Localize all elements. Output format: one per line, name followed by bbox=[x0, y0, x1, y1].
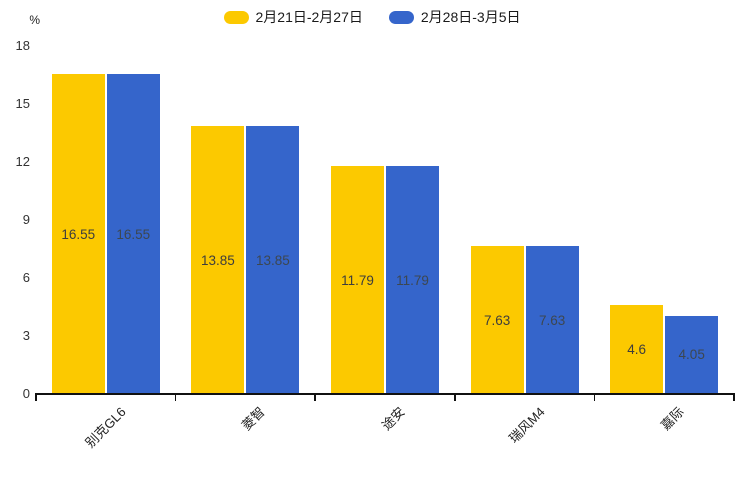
legend: 2月21日-2月27日 2月28日-3月5日 bbox=[0, 6, 744, 28]
bar-value-label: 11.79 bbox=[341, 272, 374, 288]
bar-value-label: 13.85 bbox=[255, 252, 290, 268]
x-axis-category-label: 嘉际 bbox=[657, 404, 687, 434]
y-axis-tick-label: 18 bbox=[15, 38, 30, 53]
y-axis-tick-label: 0 bbox=[22, 386, 30, 401]
y-axis-tick-label: 3 bbox=[22, 328, 30, 343]
bar-value-label: 16.55 bbox=[61, 226, 96, 242]
legend-swatch-yellow-icon bbox=[223, 10, 249, 24]
bar-week1-别克GL6[interactable]: 16.55 bbox=[51, 74, 105, 394]
bar-week2-菱智[interactable]: 13.85 bbox=[246, 126, 300, 394]
bar-value-label: 7.63 bbox=[538, 312, 566, 328]
bar-week1-瑞风M4[interactable]: 7.63 bbox=[470, 246, 524, 394]
legend-label-week1: 2月21日-2月27日 bbox=[255, 9, 363, 25]
x-axis-category-label: 瑞风M4 bbox=[505, 404, 548, 446]
x-axis-tick bbox=[593, 393, 596, 401]
legend-label-week2: 2月28日-3月5日 bbox=[420, 9, 521, 25]
bar-week1-途安[interactable]: 11.79 bbox=[331, 166, 384, 394]
bar-week2-瑞风M4[interactable]: 7.63 bbox=[525, 246, 579, 394]
x-axis-line bbox=[36, 393, 734, 395]
x-axis-tick bbox=[314, 393, 316, 401]
y-axis-tick-label: 9 bbox=[22, 212, 30, 227]
legend-item-week2[interactable]: 2月28日-3月5日 bbox=[388, 7, 521, 27]
bar-value-label: 16.55 bbox=[116, 226, 151, 242]
bar-value-label: 7.63 bbox=[483, 312, 511, 328]
legend-item-week1[interactable]: 2月21日-2月27日 bbox=[223, 7, 363, 27]
legend-swatch-blue-icon bbox=[388, 10, 414, 24]
x-axis-tick bbox=[454, 393, 456, 401]
bar-week1-菱智[interactable]: 13.85 bbox=[191, 126, 245, 394]
y-axis-tick-label: 6 bbox=[22, 270, 30, 285]
bar-week2-别克GL6[interactable]: 16.55 bbox=[106, 74, 160, 394]
x-axis-tick bbox=[174, 393, 177, 401]
bar-week1-嘉际[interactable]: 4.6 bbox=[610, 305, 664, 394]
bar-value-label: 11.79 bbox=[396, 272, 429, 288]
x-axis-category-label: 别克GL6 bbox=[82, 404, 129, 451]
x-axis-tick bbox=[733, 393, 735, 401]
x-axis-tick bbox=[35, 393, 37, 401]
y-axis-tick-label: 12 bbox=[15, 154, 30, 169]
y-axis-unit-label: % bbox=[29, 13, 40, 27]
bar-week2-嘉际[interactable]: 4.05 bbox=[665, 315, 719, 394]
bar-value-label: 4.05 bbox=[678, 347, 705, 363]
bar-value-label: 4.6 bbox=[627, 342, 647, 358]
x-axis-category-label: 菱智 bbox=[239, 404, 269, 434]
bar-value-label: 13.85 bbox=[200, 252, 235, 268]
y-axis-tick-label: 15 bbox=[15, 96, 30, 111]
x-axis-category-label: 途安 bbox=[378, 404, 408, 434]
bar-week2-途安[interactable]: 11.79 bbox=[386, 166, 439, 394]
